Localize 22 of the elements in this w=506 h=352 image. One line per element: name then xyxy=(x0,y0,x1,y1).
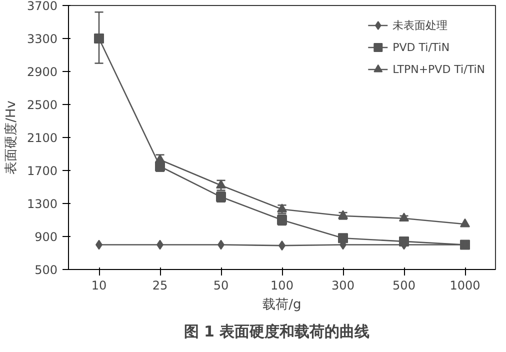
x-axis-title: 载荷/g xyxy=(262,298,302,312)
y-tick-label: 2900 xyxy=(26,65,58,79)
y-tick-label: 2500 xyxy=(26,98,58,112)
x-tick-label: 300 xyxy=(332,278,354,292)
x-tick-label: 1000 xyxy=(450,278,480,292)
x-tick-label: 25 xyxy=(152,278,168,292)
y-tick-label: 500 xyxy=(34,263,58,277)
text: 图 1 表面硬度和载荷的曲线 xyxy=(184,322,370,340)
x-tick-label: 50 xyxy=(213,278,229,292)
y-tick-label: 3700 xyxy=(26,0,58,13)
x-tick-label: 500 xyxy=(392,278,416,292)
x-tick-label: 100 xyxy=(270,278,294,292)
legend-label: LTPN+PVD Ti/TiN xyxy=(392,62,485,76)
x-tick-label: 10 xyxy=(91,278,107,292)
y-tick-label: 1700 xyxy=(26,164,58,178)
y-tick-label: 3300 xyxy=(26,32,58,46)
y-axis-title: 表面硬度/Hv xyxy=(2,100,19,174)
y-tick-label: 900 xyxy=(34,230,58,244)
legend-label: PVD Ti/TiN xyxy=(392,40,450,54)
y-tick-label: 2100 xyxy=(26,131,58,145)
legend-label: 未表面处理 xyxy=(392,18,448,32)
y-tick-label: 1300 xyxy=(26,197,58,211)
